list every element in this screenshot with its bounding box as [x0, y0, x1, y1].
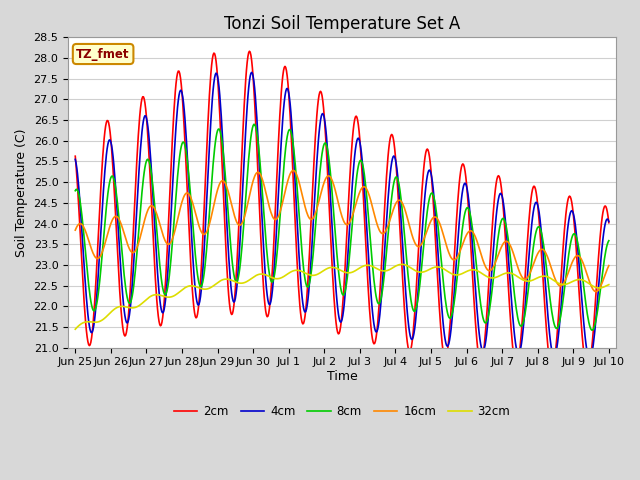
- 16cm: [387, 216, 394, 222]
- 4cm: [72, 156, 79, 162]
- 8cm: [387, 208, 394, 214]
- 2cm: [387, 135, 394, 141]
- 16cm: [605, 263, 612, 268]
- 16cm: [72, 227, 79, 233]
- 2cm: [246, 48, 253, 54]
- Text: TZ_fmet: TZ_fmet: [76, 48, 130, 60]
- 4cm: [189, 247, 196, 252]
- 8cm: [588, 327, 596, 333]
- 32cm: [439, 265, 447, 271]
- 4cm: [387, 171, 394, 177]
- 16cm: [211, 196, 219, 202]
- 16cm: [189, 199, 196, 205]
- 32cm: [334, 266, 342, 272]
- Line: 32cm: 32cm: [76, 264, 609, 329]
- Title: Tonzi Soil Temperature Set A: Tonzi Soil Temperature Set A: [224, 15, 460, 33]
- 16cm: [335, 200, 342, 206]
- 4cm: [557, 309, 564, 314]
- 4cm: [248, 70, 255, 75]
- Legend: 2cm, 4cm, 8cm, 16cm, 32cm: 2cm, 4cm, 8cm, 16cm, 32cm: [169, 400, 515, 422]
- X-axis label: Time: Time: [326, 370, 357, 383]
- 16cm: [439, 230, 447, 236]
- 8cm: [335, 267, 342, 273]
- Line: 8cm: 8cm: [76, 124, 609, 330]
- 4cm: [586, 356, 593, 361]
- 4cm: [439, 317, 447, 323]
- 2cm: [439, 347, 447, 352]
- 8cm: [557, 313, 564, 319]
- 4cm: [211, 72, 219, 77]
- 4cm: [335, 311, 342, 316]
- 2cm: [557, 281, 564, 287]
- 8cm: [605, 238, 612, 243]
- 2cm: [189, 287, 196, 293]
- 8cm: [72, 188, 79, 193]
- 32cm: [398, 262, 406, 267]
- 32cm: [211, 281, 219, 287]
- 8cm: [250, 121, 258, 127]
- 2cm: [211, 53, 219, 59]
- 32cm: [72, 326, 79, 332]
- 4cm: [605, 219, 612, 225]
- 2cm: [335, 331, 342, 336]
- 16cm: [557, 283, 564, 289]
- 2cm: [584, 368, 591, 374]
- 16cm: [593, 288, 600, 294]
- 32cm: [557, 281, 564, 287]
- 8cm: [439, 274, 447, 280]
- Line: 16cm: 16cm: [76, 170, 609, 291]
- 32cm: [386, 267, 394, 273]
- Y-axis label: Soil Temperature (C): Soil Temperature (C): [15, 128, 28, 257]
- 32cm: [605, 282, 612, 288]
- 8cm: [211, 140, 219, 145]
- Line: 4cm: 4cm: [76, 72, 609, 359]
- 16cm: [289, 168, 297, 173]
- 32cm: [189, 283, 196, 289]
- 2cm: [72, 153, 79, 159]
- 2cm: [605, 220, 612, 226]
- Line: 2cm: 2cm: [76, 51, 609, 371]
- 8cm: [189, 216, 196, 222]
